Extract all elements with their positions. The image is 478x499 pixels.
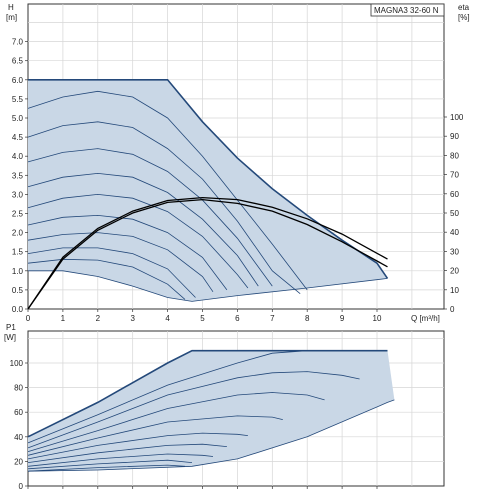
y2-tick-label: 10 xyxy=(450,286,459,295)
y2-axis-label: eta xyxy=(458,3,470,12)
operating-envelope xyxy=(28,79,388,302)
p-y-tick-label: 20 xyxy=(14,457,23,466)
x-tick-label: 2 xyxy=(96,314,101,323)
y-axis-unit: [m] xyxy=(6,13,17,22)
head-curve-6 xyxy=(27,214,228,291)
power-min-curve xyxy=(27,399,395,472)
y2-tick-label: 60 xyxy=(450,190,459,199)
x-tick-label: 9 xyxy=(340,314,345,323)
eta-curve-2 xyxy=(27,198,388,310)
y-tick-label: 6.0 xyxy=(12,76,24,85)
y-tick-label: 1.0 xyxy=(12,267,24,276)
y-tick-label: 1.5 xyxy=(12,248,24,257)
max-curve xyxy=(28,79,389,279)
y2-tick-label: 90 xyxy=(450,132,459,141)
y-tick-label: 2.5 xyxy=(12,210,24,219)
x-tick-label: 5 xyxy=(200,314,205,323)
y-tick-label: 3.5 xyxy=(12,171,24,180)
head-curve-3 xyxy=(27,148,273,287)
power-curve-4 xyxy=(27,415,283,456)
y2-tick-label: 30 xyxy=(450,247,459,256)
chart-title: MAGNA3 32-60 N xyxy=(374,6,439,15)
head-curve-4 xyxy=(27,172,259,287)
p-y-tick-label: 40 xyxy=(14,433,23,442)
x-tick-label: 10 xyxy=(373,314,382,323)
y2-tick-label: 70 xyxy=(450,171,459,180)
x-tick-label: 4 xyxy=(165,314,170,323)
y-tick-label: 5.0 xyxy=(12,114,24,123)
head-curve-8 xyxy=(27,247,196,298)
y-tick-label: 0.0 xyxy=(12,305,24,314)
y2-tick-label: 80 xyxy=(450,151,459,160)
power-envelope xyxy=(28,350,395,472)
y-axis-label: H xyxy=(8,3,14,12)
y-tick-label: 4.0 xyxy=(12,152,24,161)
title-box xyxy=(370,3,445,17)
p-axis-label: P1 xyxy=(6,323,16,332)
x-tick-label: 8 xyxy=(305,314,310,323)
power-curve-5 xyxy=(27,432,248,460)
power-curve-3 xyxy=(27,392,325,452)
y2-tick-label: 100 xyxy=(450,113,464,122)
power-curve-8 xyxy=(27,459,193,470)
y-tick-label: 2.0 xyxy=(12,229,24,238)
x-tick-label: 6 xyxy=(235,314,240,323)
p-y-tick-label: 60 xyxy=(14,408,23,417)
y-tick-label: 6.5 xyxy=(12,57,24,66)
p-axis-unit: [W] xyxy=(4,333,16,342)
y-tick-label: 7.0 xyxy=(12,38,24,47)
p-y-tick-label: 0 xyxy=(19,482,24,491)
power-curve-6 xyxy=(27,443,227,463)
power-curve-1 xyxy=(27,350,308,444)
min-curve xyxy=(28,270,388,302)
y2-tick-label: 0 xyxy=(450,305,455,314)
x-tick-label: 7 xyxy=(270,314,275,323)
y-tick-label: 3.0 xyxy=(12,190,24,199)
power-curve-9 xyxy=(27,464,186,472)
x-tick-label: 0 xyxy=(26,314,31,323)
power-chart-panel: 0 20 40 60 80 100 P1[W] xyxy=(4,323,445,491)
y2-tick-label: 40 xyxy=(450,228,459,237)
y2-axis-unit: [%] xyxy=(458,13,470,22)
head-curve-1 xyxy=(27,90,308,291)
p-y-tick-label: 80 xyxy=(14,384,23,393)
y-tick-label: 5.5 xyxy=(12,95,24,104)
y-tick-label: 0.5 xyxy=(12,286,24,295)
eta-curve-1 xyxy=(27,196,388,310)
x-axis-label: Q [m³/h] xyxy=(411,314,440,323)
y2-tick-label: 50 xyxy=(450,209,459,218)
y2-tick-label: 20 xyxy=(450,267,459,276)
head-curve-5 xyxy=(27,193,249,289)
power-curve-2 xyxy=(27,371,360,449)
head-curve-7 xyxy=(27,232,214,293)
p-y-tick-label: 100 xyxy=(10,359,24,368)
x-tick-label: 3 xyxy=(130,314,135,323)
x-tick-label: 1 xyxy=(61,314,66,323)
power-max-curve xyxy=(27,349,388,438)
head-curve-9 xyxy=(27,258,186,300)
power-curve-7 xyxy=(27,453,214,467)
head-curve-2 xyxy=(27,121,301,295)
head-chart-panel: 0.0 0.5 1.0 1.5 2.0 2.5 3.0 3.5 4.0 4.5 5.0 5.5 6.0 6… xyxy=(6,3,470,323)
y-tick-label: 4.5 xyxy=(12,133,24,142)
